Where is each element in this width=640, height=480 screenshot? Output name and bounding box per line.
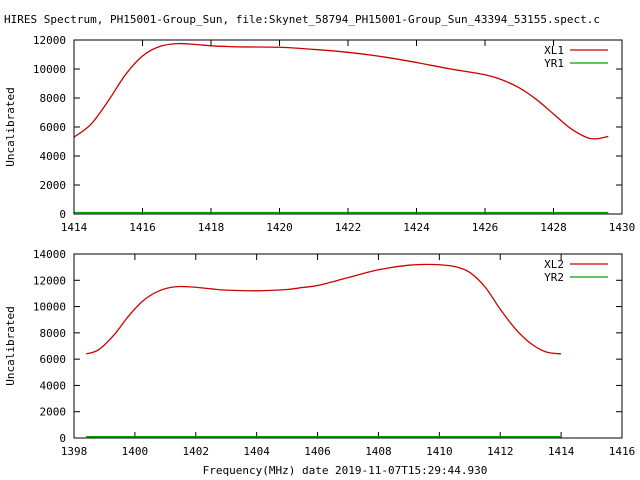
x-axis-label: Frequency(MHz) date 2019-11-07T15:29:44.… xyxy=(203,464,488,477)
y-tick-label: 4000 xyxy=(40,379,67,392)
x-tick-label: 1424 xyxy=(403,221,430,234)
legend-label-xl2: XL2 xyxy=(544,258,564,271)
x-tick-label: 1418 xyxy=(198,221,225,234)
y-axis-label: Uncalibrated xyxy=(4,306,17,385)
x-tick-label: 1404 xyxy=(243,445,270,458)
x-tick-label: 1402 xyxy=(183,445,210,458)
x-tick-label: 1410 xyxy=(426,445,453,458)
legend-label-yr2: YR2 xyxy=(544,271,564,284)
plot-frame xyxy=(73,39,623,215)
y-tick-label: 14000 xyxy=(33,248,66,261)
bottom-spectrum-plot: 1398 1400 1402 1404 1406 1408 1410 1412 1414 1416… xyxy=(4,248,635,458)
x-tick-label: 1426 xyxy=(472,221,499,234)
series-line-xl2 xyxy=(85,263,562,355)
y-tick-label: 12000 xyxy=(33,34,66,47)
y-tick-label: 0 xyxy=(59,432,66,445)
x-tick-label: 1400 xyxy=(122,445,149,458)
x-tick-label: 1428 xyxy=(540,221,567,234)
y-tick-label: 4000 xyxy=(40,150,67,163)
x-tick-label: 1406 xyxy=(304,445,331,458)
y-tick-label: 12000 xyxy=(33,274,66,287)
y-tick-label: 8000 xyxy=(40,327,67,340)
y-tick-label: 6000 xyxy=(40,353,67,366)
y-tick-label: 8000 xyxy=(40,92,67,105)
x-tick-label: 1414 xyxy=(548,445,575,458)
y-axis-label: Uncalibrated xyxy=(4,87,17,166)
x-tick-label: 1422 xyxy=(335,221,362,234)
x-tick-label: 1414 xyxy=(61,221,88,234)
x-tick-label: 1412 xyxy=(487,445,514,458)
figure-title: HIRES Spectrum, PH15001-Group_Sun, file:… xyxy=(4,13,600,26)
x-tick-label: 1416 xyxy=(609,445,636,458)
x-tick-label: 1430 xyxy=(609,221,636,234)
y-tick-label: 6000 xyxy=(40,121,67,134)
x-tick-label: 1420 xyxy=(266,221,293,234)
legend-label-xl1: XL1 xyxy=(544,44,564,57)
series-line-xl1 xyxy=(73,42,609,140)
y-tick-label: 10000 xyxy=(33,63,66,76)
x-tick-label: 1398 xyxy=(61,445,88,458)
plot-frame xyxy=(73,253,623,439)
top-spectrum-plot: 1414 1416 1418 1420 1422 1424 1426 1428 1430 0 200… xyxy=(4,34,635,234)
y-tick-label: 2000 xyxy=(40,406,67,419)
y-tick-label: 0 xyxy=(59,208,66,221)
y-tick-label: 2000 xyxy=(40,179,67,192)
x-tick-label: 1408 xyxy=(365,445,392,458)
x-tick-label: 1416 xyxy=(129,221,156,234)
y-tick-label: 10000 xyxy=(33,301,66,314)
legend-label-yr1: YR1 xyxy=(544,57,564,70)
